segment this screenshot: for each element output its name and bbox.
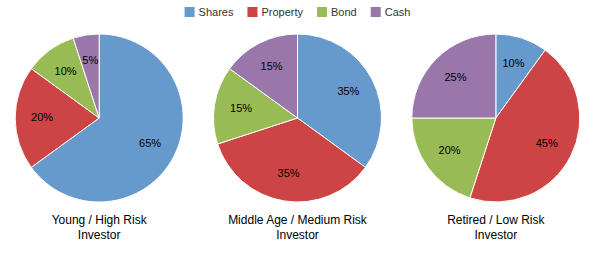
chart-title-line: Middle Age / Medium Risk bbox=[228, 213, 368, 227]
chart-title-line: Young / High Risk bbox=[52, 213, 148, 227]
data-label: 35% bbox=[278, 167, 300, 179]
legend: Shares Property Bond Cash bbox=[185, 6, 411, 18]
pie: 35% 35% 15% 15% bbox=[214, 34, 382, 202]
chart-title-line: Investor bbox=[276, 228, 319, 242]
chart-title: Young / High RiskInvestor bbox=[52, 213, 148, 242]
legend-swatch bbox=[185, 7, 195, 17]
legend-item: Bond bbox=[317, 6, 357, 18]
chart-title-line: Retired / Low Risk bbox=[447, 213, 545, 227]
chart-title-line: Investor bbox=[474, 228, 517, 242]
legend-swatch bbox=[317, 7, 327, 17]
chart-title-line: Investor bbox=[78, 228, 121, 242]
data-label: 20% bbox=[439, 144, 461, 156]
legend-label: Shares bbox=[199, 6, 234, 18]
pie: 10% 45% 20% 25% bbox=[412, 34, 580, 202]
legend-item: Property bbox=[247, 6, 303, 18]
legend-swatch bbox=[371, 7, 381, 17]
data-label: 15% bbox=[261, 60, 283, 72]
data-label: 65% bbox=[139, 137, 161, 149]
pie: 65% 20% 10% 5% bbox=[15, 34, 183, 202]
data-label: 10% bbox=[55, 65, 77, 77]
data-label: 35% bbox=[337, 85, 359, 97]
chart-title: Middle Age / Medium RiskInvestor bbox=[228, 213, 368, 242]
chart-title: Retired / Low RiskInvestor bbox=[447, 213, 545, 242]
pie-slice bbox=[73, 34, 99, 118]
data-label: 20% bbox=[31, 111, 53, 123]
legend-label: Cash bbox=[385, 6, 411, 18]
legend-item: Shares bbox=[185, 6, 234, 18]
data-label: 45% bbox=[536, 137, 558, 149]
pie-slice bbox=[412, 34, 496, 118]
data-label: 15% bbox=[230, 102, 252, 114]
chart-root: Shares Property Bond Cash 65% 20% 10% 5% Young /… bbox=[0, 0, 595, 264]
data-label: 25% bbox=[444, 71, 466, 83]
pie-slice bbox=[412, 118, 496, 198]
legend-item: Cash bbox=[371, 6, 411, 18]
pie-slice bbox=[230, 34, 298, 118]
legend-label: Bond bbox=[331, 6, 357, 18]
legend-label: Property bbox=[261, 6, 303, 18]
legend-swatch bbox=[247, 7, 257, 17]
data-label: 5% bbox=[82, 54, 98, 66]
data-label: 10% bbox=[502, 57, 524, 69]
